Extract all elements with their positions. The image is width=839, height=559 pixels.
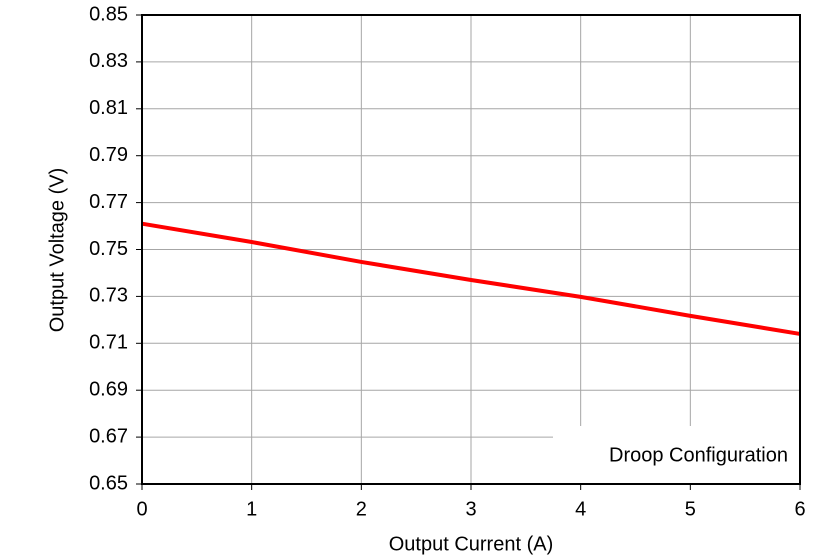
y-tick-label: 0.77 (89, 191, 128, 213)
y-tick-label: 0.73 (89, 285, 128, 307)
y-tick-label: 0.79 (89, 144, 128, 166)
x-tick-label: 1 (246, 498, 257, 520)
plot-frame (141, 14, 801, 485)
y-tick-label: 0.81 (89, 97, 128, 119)
annotation: Droop Configuration (609, 444, 788, 466)
y-tick-label: 0.75 (89, 238, 128, 260)
x-tick-label: 6 (794, 498, 805, 520)
annotation-box (553, 426, 799, 483)
x-tick-label: 3 (465, 498, 476, 520)
x-tick-label: 0 (136, 498, 147, 520)
x-tick-label: 5 (685, 498, 696, 520)
y-tick-label: 0.65 (89, 472, 128, 494)
x-tick-label: 2 (356, 498, 367, 520)
y-tick-label: 0.83 (89, 50, 128, 72)
y-axis-label: Output Voltage (V) (46, 168, 68, 333)
y-tick-label: 0.85 (89, 3, 128, 25)
y-tick-label: 0.67 (89, 425, 128, 447)
y-tick-label: 0.69 (89, 378, 128, 400)
x-tick-label: 4 (575, 498, 586, 520)
y-tick-label: 0.71 (89, 332, 128, 354)
data-line (141, 221, 801, 336)
x-axis-label: Output Current (A) (389, 533, 554, 555)
